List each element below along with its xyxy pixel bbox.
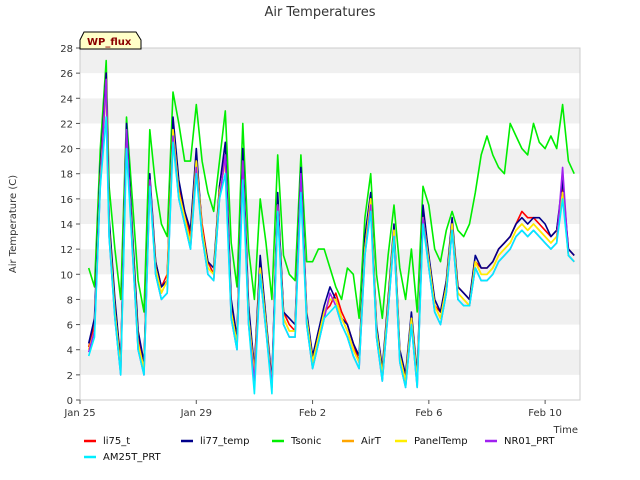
band	[80, 48, 580, 74]
legend-label: li77_temp	[200, 436, 249, 447]
band	[80, 123, 580, 149]
y-tick-label: 24	[60, 94, 73, 105]
band	[80, 173, 580, 199]
y-tick-label: 26	[60, 69, 73, 80]
y-tick-label: 20	[60, 145, 73, 156]
x-tick-label: Feb 10	[528, 408, 562, 419]
y-tick-label: 28	[60, 44, 73, 55]
legend-label: li75_t	[103, 436, 130, 447]
chart-title: Air Temperatures	[264, 5, 375, 20]
band	[80, 198, 580, 224]
y-tick-label: 22	[60, 119, 73, 130]
y-tick-label: 18	[60, 170, 73, 181]
x-tick-label: Feb 2	[299, 408, 326, 419]
band	[80, 73, 580, 99]
y-tick-label: 0	[67, 396, 73, 407]
legend-label: AirT	[361, 436, 382, 447]
band	[80, 349, 580, 375]
band	[80, 98, 580, 124]
y-tick-label: 2	[67, 371, 73, 382]
y-tick-label: 10	[60, 270, 73, 281]
legend-label: NR01_PRT	[504, 436, 555, 447]
legend-label: AM25T_PRT	[103, 452, 162, 463]
y-axis-label: Air Temperature (C)	[8, 175, 19, 273]
y-tick-label: 12	[60, 245, 73, 256]
x-axis-label: Time	[553, 425, 578, 436]
badge-box	[79, 31, 142, 50]
background-bands	[80, 48, 580, 400]
x-tick-label: Feb 6	[415, 408, 442, 419]
legend-label: PanelTemp	[414, 436, 468, 447]
y-tick-label: 14	[60, 220, 73, 231]
y-tick-label: 4	[67, 346, 73, 357]
band	[80, 148, 580, 174]
y-tick-label: 16	[60, 195, 73, 206]
x-axis-ticks: Jan 25 Jan 29 Feb 2 Feb 6 Feb 10	[63, 400, 562, 419]
wp-flux-badge: WP_flux	[79, 31, 142, 50]
series-lines	[87, 59, 575, 395]
legend: li75_t li77_temp Tsonic AirT PanelTemp NR01_P…	[84, 436, 555, 463]
y-tick-label: 6	[67, 321, 73, 332]
series-line-tsonic	[87, 59, 575, 320]
series-line-am25t-prt	[87, 116, 575, 395]
badge-label: WP_flux	[87, 37, 132, 48]
legend-label: Tsonic	[290, 436, 321, 447]
band	[80, 374, 580, 400]
x-tick-label: Jan 29	[180, 408, 212, 419]
x-tick-label: Jan 25	[63, 408, 95, 419]
y-tick-label: 8	[67, 295, 73, 306]
band	[80, 324, 580, 350]
